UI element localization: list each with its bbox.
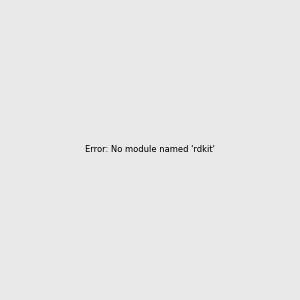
Text: Error: No module named 'rdkit': Error: No module named 'rdkit' bbox=[85, 146, 215, 154]
